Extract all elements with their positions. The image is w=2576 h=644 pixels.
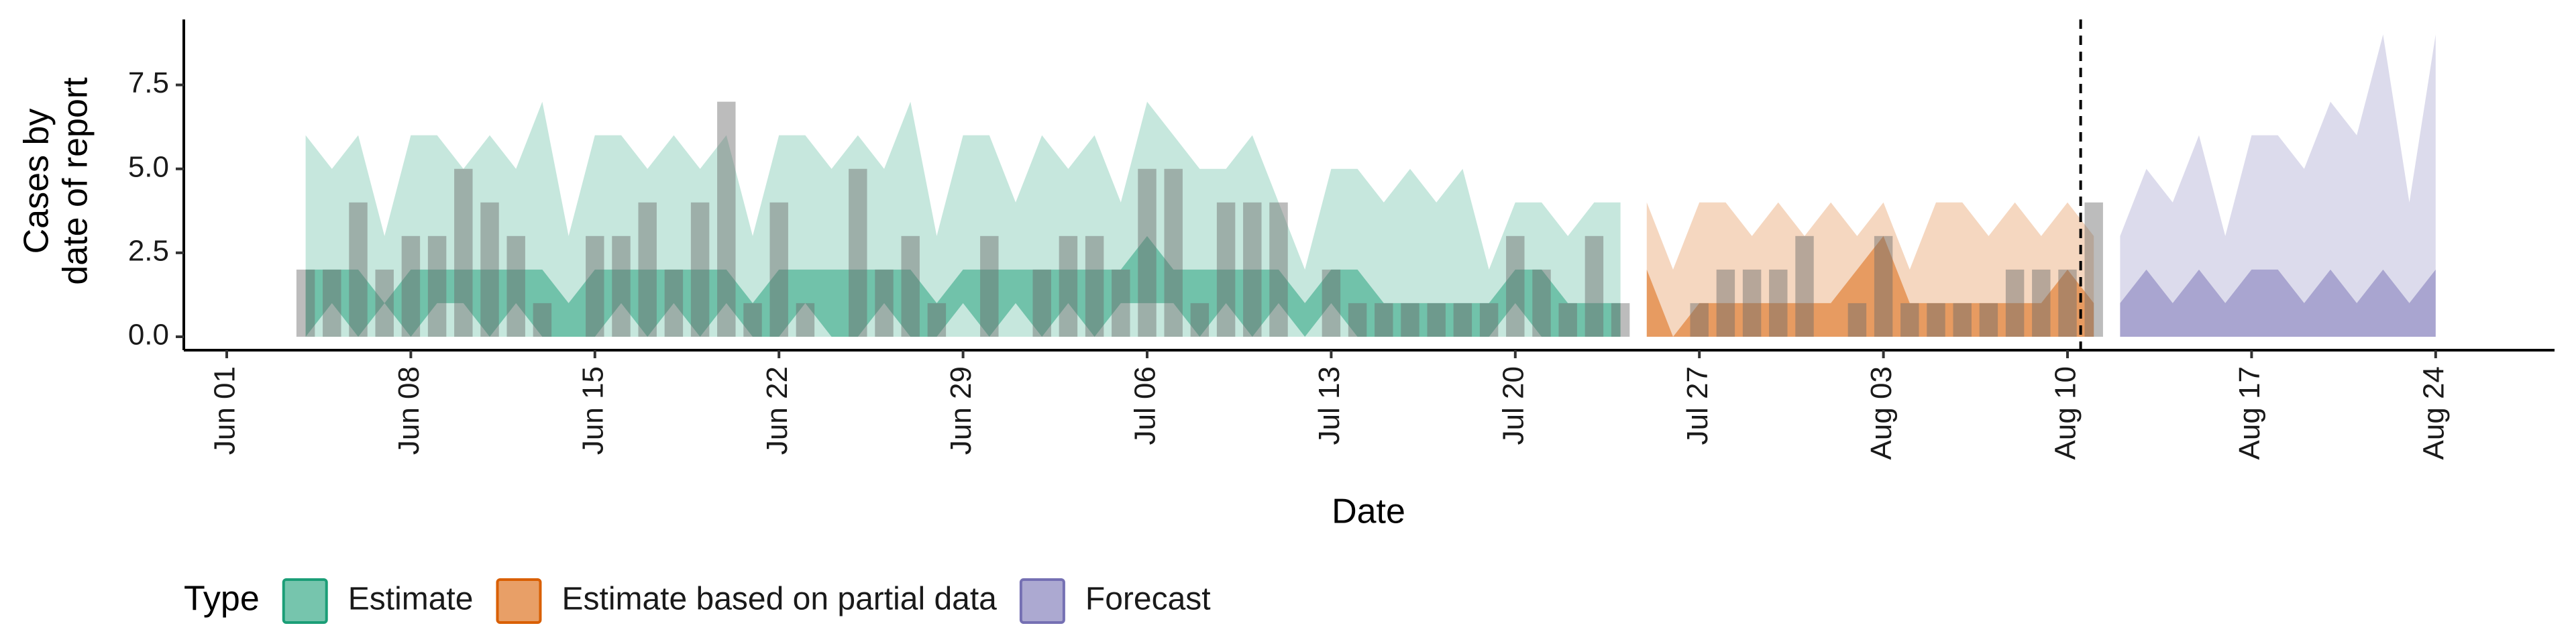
bar: [664, 269, 684, 337]
bar: [1795, 235, 1814, 337]
bar: [927, 303, 947, 337]
bar: [1532, 269, 1551, 337]
bar: [1716, 269, 1735, 337]
bar: [2058, 269, 2077, 337]
bar: [1558, 303, 1577, 337]
legend-swatch: [496, 578, 542, 624]
x-tick-label: Jun 15: [576, 366, 609, 455]
bar: [1032, 269, 1051, 337]
bar: [690, 202, 710, 337]
bar: [1953, 303, 1972, 337]
bar: [1427, 303, 1446, 337]
x-tick-label: Jun 22: [761, 366, 794, 455]
bar: [1375, 303, 1393, 337]
bar: [796, 303, 815, 337]
bar: [1690, 303, 1709, 337]
bar: [349, 202, 368, 337]
bar: [1059, 235, 1078, 337]
bar: [1847, 303, 1867, 337]
bar: [1479, 303, 1499, 337]
bar: [533, 303, 552, 337]
bar: [1585, 235, 1604, 337]
x-tick-label: Aug 03: [1865, 366, 1898, 460]
bar: [1401, 303, 1419, 337]
x-tick-label: Jun 08: [392, 366, 425, 455]
bar: [875, 269, 894, 337]
bar: [2084, 202, 2103, 337]
legend-label: Forecast: [1085, 582, 1211, 617]
bar: [1164, 168, 1183, 337]
bar: [586, 235, 604, 337]
bar: [717, 101, 736, 337]
y-axis-title: Cases by: [17, 109, 56, 254]
bar: [1506, 235, 1525, 337]
bar: [1979, 303, 1998, 337]
bar: [323, 269, 341, 337]
bar: [375, 269, 394, 337]
bar: [901, 235, 920, 337]
inner-band: [1646, 235, 2094, 337]
bar: [1900, 303, 1919, 337]
inner-band: [305, 235, 1621, 337]
bar: [2032, 269, 2051, 337]
x-tick-label: Jul 27: [1681, 366, 1714, 445]
x-axis-title: Date: [1332, 492, 1405, 531]
legend-label: Estimate based on partial data: [561, 582, 997, 617]
bar: [1611, 303, 1630, 337]
y-tick-label: 7.5: [128, 66, 169, 99]
y-axis-title: date of report: [56, 77, 95, 285]
bar: [1269, 202, 1288, 337]
x-tick-label: Aug 17: [2233, 366, 2266, 460]
x-tick-label: Jul 13: [1313, 366, 1346, 445]
x-tick-label: Jun 29: [945, 366, 977, 455]
bar: [743, 303, 762, 337]
bar: [427, 235, 447, 337]
bar: [506, 235, 525, 337]
legend-title: Type: [184, 580, 260, 619]
legend-swatch: [282, 578, 328, 624]
x-tick-label: Jul 20: [1497, 366, 1529, 445]
y-tick-label: 2.5: [128, 234, 169, 267]
bar: [454, 168, 473, 337]
bar: [1112, 269, 1130, 337]
bar: [612, 235, 631, 337]
x-tick-label: Aug 24: [2417, 366, 2450, 460]
bar: [2005, 269, 2025, 337]
bar: [769, 202, 788, 337]
bar: [1348, 303, 1367, 337]
bar: [1216, 202, 1236, 337]
x-tick-label: Aug 10: [2049, 366, 2082, 460]
bar: [1927, 303, 1945, 337]
bar: [1138, 168, 1157, 337]
bar: [1453, 303, 1472, 337]
bar: [1085, 235, 1104, 337]
bar: [638, 202, 657, 337]
legend-label: Estimate: [348, 582, 474, 617]
y-tick-label: 0.0: [128, 319, 169, 352]
bar: [1243, 202, 1262, 337]
bar: [480, 202, 499, 337]
bar: [1190, 303, 1210, 337]
x-tick-label: Jun 01: [209, 366, 241, 455]
x-tick-label: Jul 06: [1129, 366, 1162, 445]
bar: [1874, 235, 1893, 337]
bar: [1322, 269, 1341, 337]
legend-swatch: [1019, 578, 1065, 624]
bar: [401, 235, 421, 337]
y-tick-label: 5.0: [128, 150, 169, 183]
bar: [849, 168, 867, 337]
bar: [1742, 269, 1762, 337]
bar: [980, 235, 999, 337]
bar: [296, 269, 315, 337]
bar: [1769, 269, 1788, 337]
outer-band: [2120, 34, 2436, 337]
inner-band: [2120, 269, 2436, 337]
